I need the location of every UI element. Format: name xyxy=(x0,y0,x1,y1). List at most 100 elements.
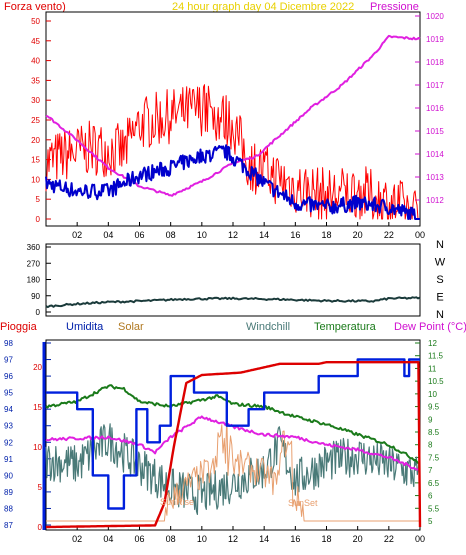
y-tick-label: 5 xyxy=(36,195,41,204)
sunrise-label: SunRise xyxy=(160,497,194,507)
solar-line xyxy=(46,412,420,522)
y-tick-label: 95 xyxy=(4,389,13,398)
y-tick-label: 5.5 xyxy=(428,504,440,513)
x-tick-label: 12 xyxy=(228,534,238,544)
y-tick-label: 94 xyxy=(4,405,13,414)
graph-title: 24 hour graph day 04 Dicembre 2022 xyxy=(172,1,354,13)
y-tick-label: 0 xyxy=(38,523,43,532)
y-tick-label: 87 xyxy=(4,521,13,530)
y-tick-label: 0 xyxy=(36,215,41,224)
x-tick-label: 22 xyxy=(384,534,394,544)
x-tick-label: 12 xyxy=(228,230,238,240)
direction-series xyxy=(45,296,421,309)
x-tick-label: 20 xyxy=(353,230,363,240)
x-tick-label: 18 xyxy=(321,534,331,544)
y-tick-label: 5 xyxy=(38,483,43,492)
x-tick-label: 06 xyxy=(134,230,144,240)
x-tick-label: 18 xyxy=(321,230,331,240)
y-tick-label: 50 xyxy=(31,17,40,26)
y-tick-label: 90 xyxy=(4,471,13,480)
rain-legend: Pioggia xyxy=(0,321,38,333)
x-tick-label: 20 xyxy=(353,534,363,544)
y-tick-label: 1013 xyxy=(426,173,444,182)
compass-4: N xyxy=(436,309,444,321)
solar-legend: Solar xyxy=(118,321,144,333)
y-tick-label: 0 xyxy=(36,308,41,317)
y-tick-label: 97 xyxy=(4,356,13,365)
pressure-axis-label: Pressione xyxy=(370,1,419,13)
y-tick-label: 1017 xyxy=(426,81,444,90)
y-tick-label: 11 xyxy=(428,364,437,373)
y-tick-label: 20 xyxy=(31,136,40,145)
y-tick-label: 9.5 xyxy=(428,403,440,412)
y-tick-label: 1016 xyxy=(426,104,444,113)
y-tick-label: 7.5 xyxy=(428,453,440,462)
wind-series xyxy=(45,34,421,220)
x-tick-label: 22 xyxy=(384,230,394,240)
sunset-label: SunSet xyxy=(288,498,318,508)
compass-1: W xyxy=(435,257,446,269)
x-tick-label: 00 xyxy=(415,534,425,544)
y-tick-label: 6.5 xyxy=(428,479,440,488)
y-tick-label: 180 xyxy=(27,276,41,285)
humidity-line xyxy=(46,358,420,510)
y-tick-label: 1020 xyxy=(426,12,444,21)
x-tick-label: 00 xyxy=(415,230,425,240)
x-tick-label: 14 xyxy=(259,230,269,240)
y-tick-label: 12 xyxy=(428,339,437,348)
climate-plot-area xyxy=(45,339,421,531)
rain-line xyxy=(46,361,422,529)
wind-speed-line xyxy=(45,144,420,220)
y-tick-label: 35 xyxy=(31,76,40,85)
humidity-legend: Umidita xyxy=(66,321,104,333)
windchill-line xyxy=(45,423,421,515)
wind-axis-label: Forza vento) xyxy=(4,1,66,13)
dewpoint-legend: Dew Point (°C) xyxy=(394,321,466,333)
y-tick-label: 98 xyxy=(4,339,13,348)
x-tick-label: 02 xyxy=(72,230,82,240)
y-tick-label: 92 xyxy=(4,438,13,447)
y-tick-label: 270 xyxy=(27,259,41,268)
y-tick-label: 40 xyxy=(31,57,40,66)
x-tick-label: 06 xyxy=(134,534,144,544)
y-tick-label: 8 xyxy=(428,441,433,450)
x-tick-label: 08 xyxy=(166,534,176,544)
humidity-y-axis: 98 97 96 95 94 93 92 91 90 89 88 87 xyxy=(4,339,51,530)
x-tick-label: 04 xyxy=(103,230,113,240)
y-tick-label: 10.5 xyxy=(428,377,444,386)
y-tick-label: 91 xyxy=(4,455,13,464)
y-tick-label: 8.5 xyxy=(428,428,440,437)
climate-x-axis: 02 04 06 08 10 12 14 16 18 20 22 00 xyxy=(72,526,425,544)
y-tick-label: 1015 xyxy=(426,127,444,136)
temperature-legend: Temperatura xyxy=(314,321,377,333)
y-tick-label: 1012 xyxy=(426,196,444,205)
compass-3: E xyxy=(436,292,443,304)
x-tick-label: 10 xyxy=(197,230,207,240)
y-tick-label: 15 xyxy=(31,156,40,165)
climate-series xyxy=(45,358,422,529)
y-tick-label: 93 xyxy=(4,422,13,431)
x-tick-label: 04 xyxy=(103,534,113,544)
temperature-y-axis: 12 11.5 11 10.5 10 9.5 9 8.5 8 7.5 7 6.5 6 5.5 5 xyxy=(415,339,444,526)
y-tick-label: 10 xyxy=(33,443,42,452)
y-tick-label: 5 xyxy=(428,517,433,526)
direction-plot-area xyxy=(45,243,421,317)
y-tick-label: 88 xyxy=(4,504,13,513)
compass-0: N xyxy=(436,239,444,251)
y-tick-label: 1019 xyxy=(426,35,444,44)
y-tick-label: 6 xyxy=(428,492,433,501)
direction-y-axis: 360 270 180 90 0 xyxy=(27,243,51,317)
x-tick-label: 08 xyxy=(166,230,176,240)
windchill-legend: Windchill xyxy=(246,321,290,333)
x-tick-label: 02 xyxy=(72,534,82,544)
y-tick-label: 90 xyxy=(31,292,40,301)
pressure-y-axis: 1020 1019 1018 1017 1016 1015 1014 1013 1012 xyxy=(415,12,444,205)
wind-direction-line xyxy=(45,296,421,309)
x-tick-label: 16 xyxy=(290,534,300,544)
y-tick-label: 10 xyxy=(428,390,437,399)
x-tick-label: 10 xyxy=(197,534,207,544)
